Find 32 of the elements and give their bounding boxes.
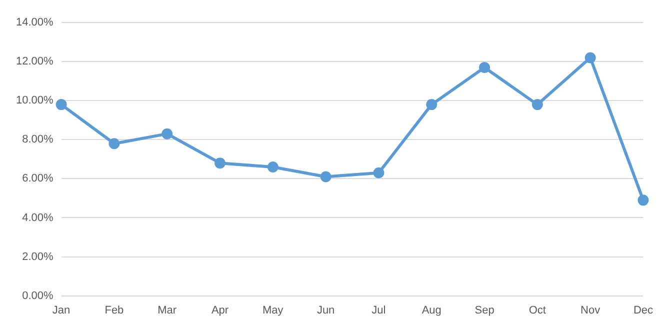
- y-tick-label: 4.00%: [22, 212, 54, 224]
- x-tick-label: May: [262, 304, 284, 316]
- x-tick-label: Dec: [633, 304, 654, 316]
- x-tick-label: Oct: [528, 304, 546, 316]
- point: [532, 99, 543, 110]
- point: [162, 128, 173, 140]
- y-tick-label: 10.00%: [16, 94, 54, 107]
- y-tick-label: 6.00%: [22, 172, 54, 185]
- point: [638, 194, 649, 206]
- x-tick-label: Mar: [158, 304, 177, 316]
- y-tick-label: 8.00%: [22, 134, 54, 146]
- point: [108, 138, 120, 150]
- y-tick-label: 12.00%: [16, 56, 54, 68]
- x-tick-label: Apr: [211, 304, 229, 316]
- x-tick-label: Feb: [104, 304, 124, 316]
- point: [320, 171, 332, 182]
- x-tick-label: Jan: [52, 304, 70, 316]
- x-tick-label: Sep: [474, 304, 494, 316]
- point: [426, 99, 438, 110]
- point: [479, 62, 490, 73]
- x-tick-label: Nov: [580, 304, 601, 316]
- point: [56, 99, 67, 110]
- x-tick-label: Jul: [372, 304, 386, 316]
- point: [267, 162, 278, 173]
- x-tick-label: Jun: [316, 304, 335, 316]
- y-tick-label: 2.00%: [22, 250, 54, 263]
- point: [584, 52, 596, 64]
- y-tick-label: 14.00%: [16, 16, 54, 29]
- point: [373, 167, 384, 178]
- y-tick-label: 0.00%: [22, 290, 54, 302]
- point: [214, 158, 226, 169]
- x-tick-label: Aug: [422, 304, 442, 316]
